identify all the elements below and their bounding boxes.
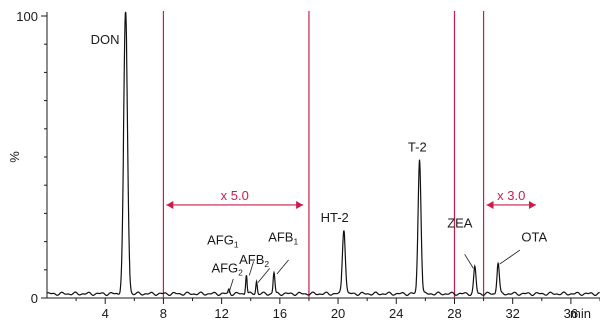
axes: 0 100 4 8 12 16 20 24 28 32 36 (16, 9, 600, 321)
scale-annotation-1: x 3.0 (497, 188, 525, 203)
leader-line-3 (276, 259, 289, 275)
peak-label-6: T-2 (408, 139, 427, 154)
x-axis-label: min (570, 306, 591, 321)
x-tick-label-12: 12 (214, 306, 228, 321)
peak-label-0: DON (91, 32, 120, 47)
x-tick-label-8: 8 (160, 306, 167, 321)
leader-line-2 (257, 268, 270, 283)
peak-label-3: AFB2 (239, 252, 269, 269)
peak-label-2: AFG2 (211, 261, 243, 278)
y-axis-label: % (7, 151, 22, 163)
trace-group (46, 11, 600, 297)
leader-line-1 (248, 261, 255, 276)
x-tick-label-20: 20 (331, 306, 345, 321)
scale-arrowhead-right-1 (528, 200, 536, 209)
x-tick-label-24: 24 (389, 306, 403, 321)
x-tick-label-36: 36 (564, 306, 578, 321)
marker-lines: x 5.0 x 3.0 (162, 11, 536, 298)
y-tick-label-0: 0 (31, 291, 38, 306)
peak-label-7: ZEA (447, 216, 473, 231)
scale-arrowhead-left-0 (166, 200, 174, 209)
leader-line-4 (464, 254, 474, 269)
x-tick-label-4: 4 (102, 306, 109, 321)
x-tick-label-32: 32 (505, 306, 519, 321)
peak-label-5: HT-2 (321, 210, 349, 225)
leader-line-0 (228, 278, 234, 294)
x-tick-label-16: 16 (273, 306, 287, 321)
leader-line-5 (499, 249, 521, 265)
scale-arrowhead-right-0 (296, 200, 304, 209)
peak-label-8: OTA (521, 230, 547, 245)
x-tick-label-28: 28 (447, 306, 461, 321)
peak-label-1: AFG1 (207, 232, 239, 249)
scale-annotation-0: x 5.0 (221, 188, 249, 203)
y-tick-label-100: 100 (16, 9, 38, 24)
scale-arrowhead-left-1 (486, 200, 494, 209)
chromatogram-trace (46, 11, 600, 297)
peak-label-4: AFB1 (268, 230, 298, 247)
